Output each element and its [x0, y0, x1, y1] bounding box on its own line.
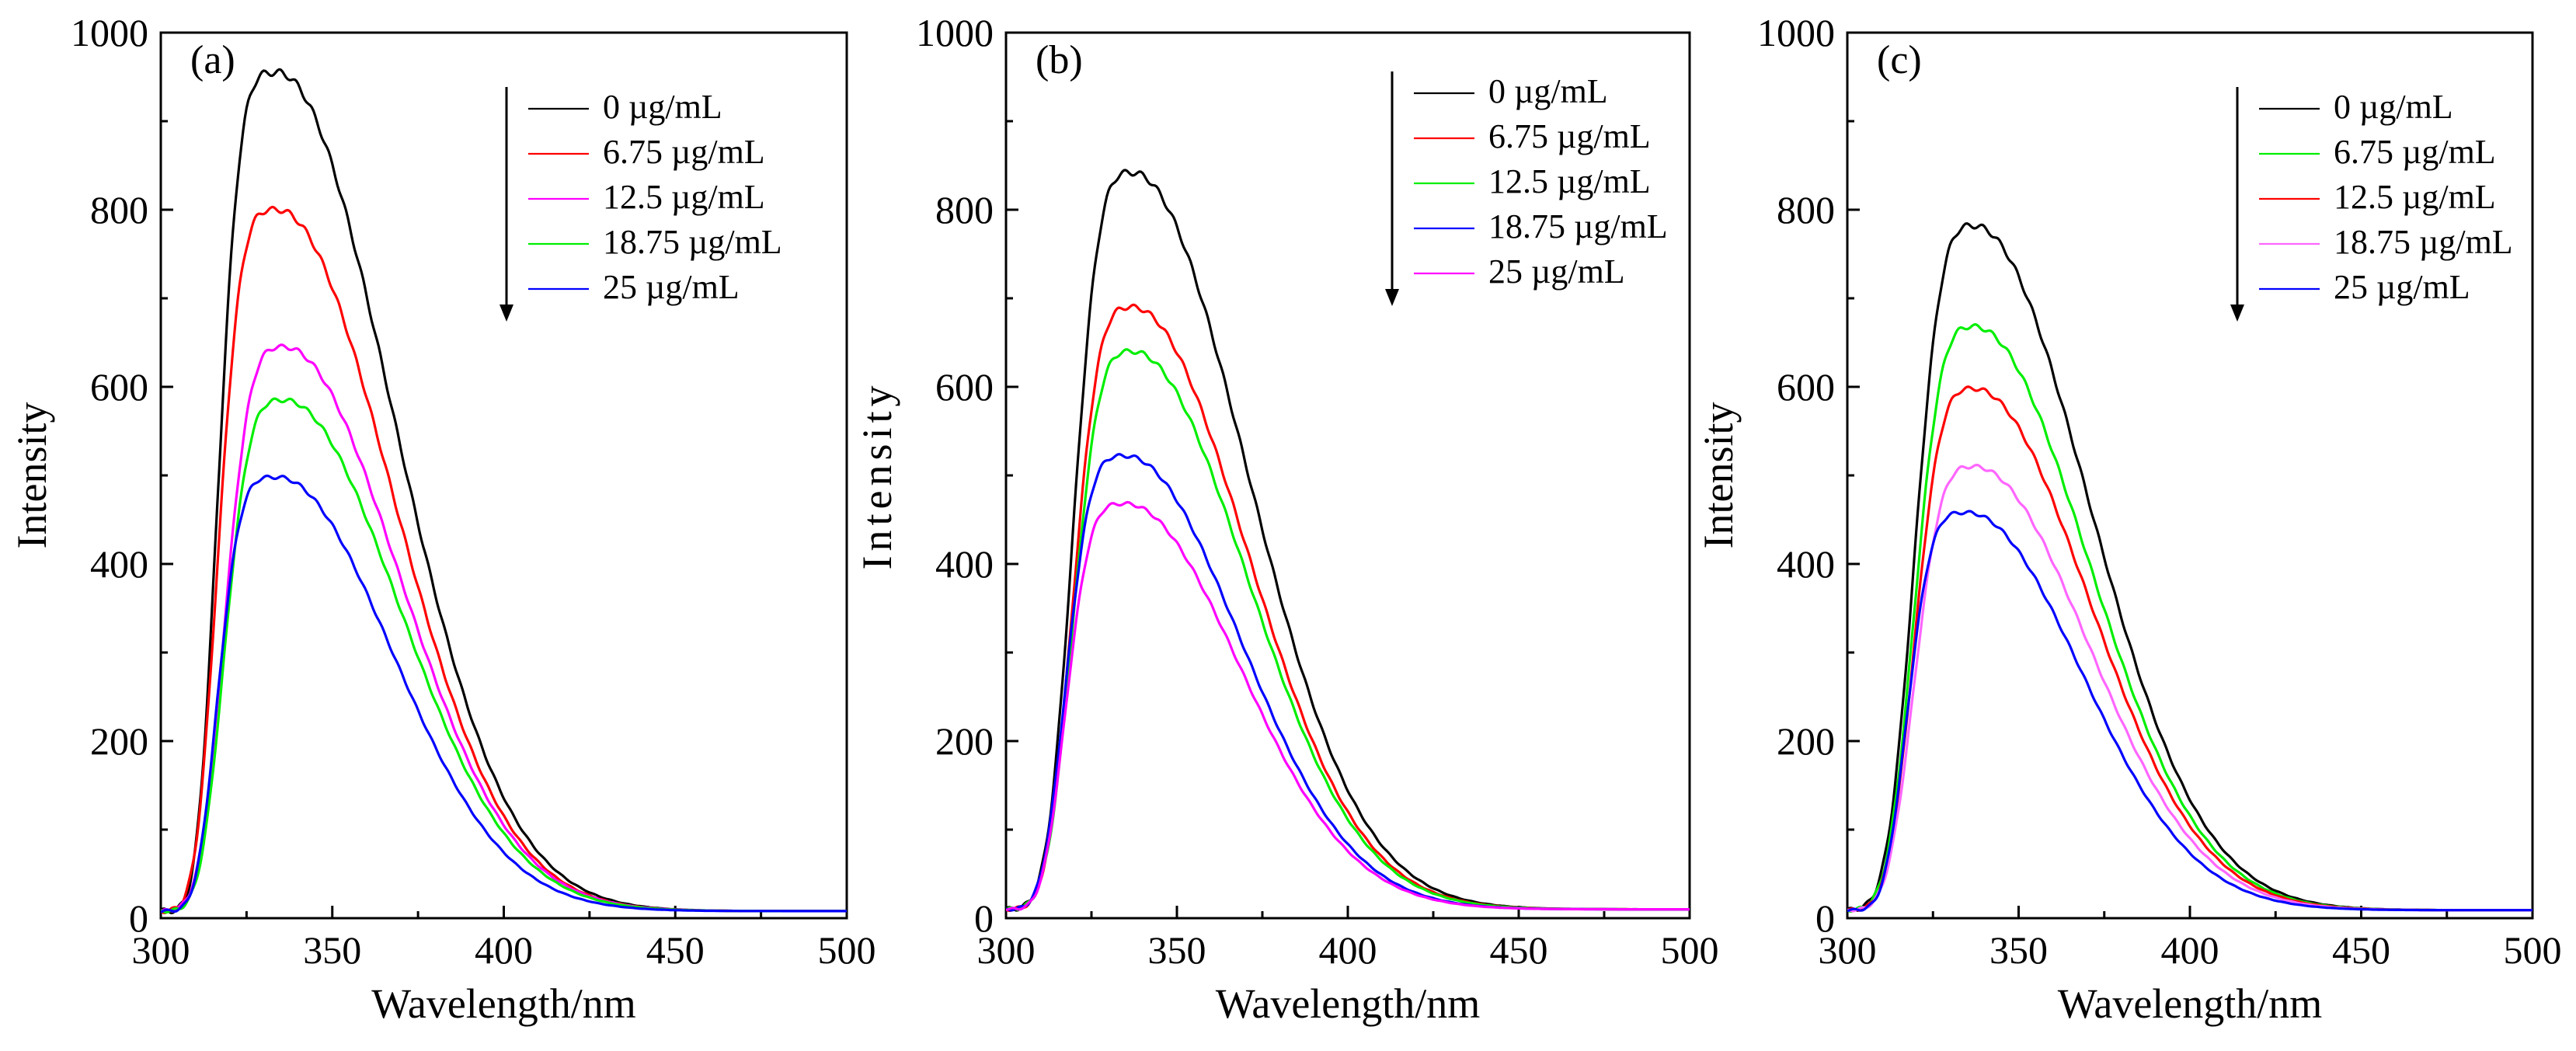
x-tick-label: 300: [132, 928, 190, 972]
x-tick-label: 300: [1819, 928, 1877, 972]
y-tick-label: 400: [90, 542, 148, 586]
y-tick-label: 0: [129, 896, 148, 940]
y-tick-label: 1000: [1757, 11, 1835, 54]
series-line-4: [1847, 464, 2532, 913]
series-line-3: [1006, 348, 1690, 911]
legend-entry-2: 6.75 µg/mL: [2334, 133, 2496, 171]
y-axis-title: Intensity: [1695, 402, 1742, 549]
series-line-3: [161, 343, 847, 913]
x-tick-label: 450: [1490, 928, 1548, 972]
x-axis-title: Wavelength/nm: [371, 980, 636, 1027]
panel-label: (c): [1877, 38, 1922, 82]
legend: 0 µg/mL 6.75 µg/mL 12.5 µg/mL 18.75 µg/mL 25…: [2230, 87, 2513, 322]
x-tick-label: 350: [1148, 928, 1206, 972]
x-tick-label: 350: [303, 928, 361, 972]
x-tick-label: 300: [977, 928, 1036, 972]
legend-arrow-head: [1385, 289, 1399, 306]
x-tick-label: 500: [1661, 928, 1719, 972]
legend: 0 µg/mL 6.75 µg/mL 12.5 µg/mL 18.75 µg/mL 25…: [1385, 71, 1668, 306]
y-tick-label: 200: [935, 719, 994, 763]
x-tick-label: 350: [1989, 928, 2048, 972]
legend-entry-3: 12.5 µg/mL: [603, 178, 765, 216]
x-axis-title: Wavelength/nm: [2058, 980, 2323, 1027]
x-tick-label: 400: [2161, 928, 2219, 972]
x-tick-label: 450: [646, 928, 705, 972]
series-line-3: [1847, 385, 2532, 912]
y-tick-label: 600: [90, 365, 148, 409]
y-axis-title: Intensity: [9, 402, 55, 549]
x-tick-label: 500: [818, 928, 876, 972]
x-tick-label: 400: [475, 928, 533, 972]
series-line-1: [1847, 222, 2532, 912]
legend-entry-2: 6.75 µg/mL: [1488, 117, 1651, 155]
y-tick-label: 800: [935, 188, 994, 231]
y-tick-label: 1000: [916, 11, 994, 54]
series-line-5: [1006, 500, 1690, 912]
y-tick-label: 600: [1777, 365, 1835, 409]
panel-label: (a): [190, 38, 235, 82]
legend-entry-5: 25 µg/mL: [603, 268, 740, 306]
legend-entry-5: 25 µg/mL: [1488, 252, 1625, 291]
legend-entry-5: 25 µg/mL: [2334, 268, 2470, 306]
legend-entry-1: 0 µg/mL: [1488, 72, 1608, 110]
chart-panel-2: 300 350 400 450 500 0 200 400 600 800 1000 Waveleng…: [854, 11, 1719, 1027]
legend-entry-3: 12.5 µg/mL: [2334, 178, 2496, 216]
legend-entry-1: 0 µg/mL: [603, 88, 722, 126]
series-line-2: [1847, 323, 2532, 914]
y-tick-label: 200: [1777, 719, 1835, 763]
legend-entry-4: 18.75 µg/mL: [603, 223, 782, 261]
y-axis-title: Intensity: [854, 381, 900, 570]
series-line-5: [161, 474, 847, 914]
legend-entry-2: 6.75 µg/mL: [603, 133, 765, 171]
y-tick-label: 400: [935, 542, 994, 586]
y-tick-label: 800: [90, 188, 148, 231]
y-tick-label: 0: [974, 896, 994, 940]
y-tick-label: 800: [1777, 188, 1835, 231]
y-tick-label: 1000: [71, 11, 148, 54]
x-tick-label: 500: [2504, 928, 2562, 972]
legend-entry-1: 0 µg/mL: [2334, 88, 2453, 126]
y-tick-label: 600: [935, 365, 994, 409]
y-tick-label: 200: [90, 719, 148, 763]
chart-panel-3: 300 350 400 450 500 0 200 400 600 800 1000 Waveleng…: [1695, 11, 2562, 1027]
y-tick-label: 0: [1815, 896, 1835, 940]
legend-arrow-head: [500, 305, 513, 322]
legend-entry-4: 18.75 µg/mL: [2334, 223, 2513, 261]
legend-entry-4: 18.75 µg/mL: [1488, 207, 1668, 245]
series-line-4: [1006, 453, 1690, 912]
series-line-5: [1847, 510, 2532, 913]
x-tick-label: 400: [1319, 928, 1377, 972]
chart-panel-1: 300 350 400 450 500 0 200 400 600 800 1000 Waveleng…: [9, 11, 876, 1027]
series-line-4: [161, 397, 847, 914]
legend-arrow-head: [2230, 305, 2244, 322]
legend: 0 µg/mL 6.75 µg/mL 12.5 µg/mL 18.75 µg/mL 25…: [500, 87, 782, 322]
x-tick-label: 450: [2332, 928, 2390, 972]
y-tick-label: 400: [1777, 542, 1835, 586]
x-axis-title: Wavelength/nm: [1216, 980, 1481, 1027]
panel-label: (b): [1036, 38, 1083, 82]
legend-entry-3: 12.5 µg/mL: [1488, 162, 1651, 200]
